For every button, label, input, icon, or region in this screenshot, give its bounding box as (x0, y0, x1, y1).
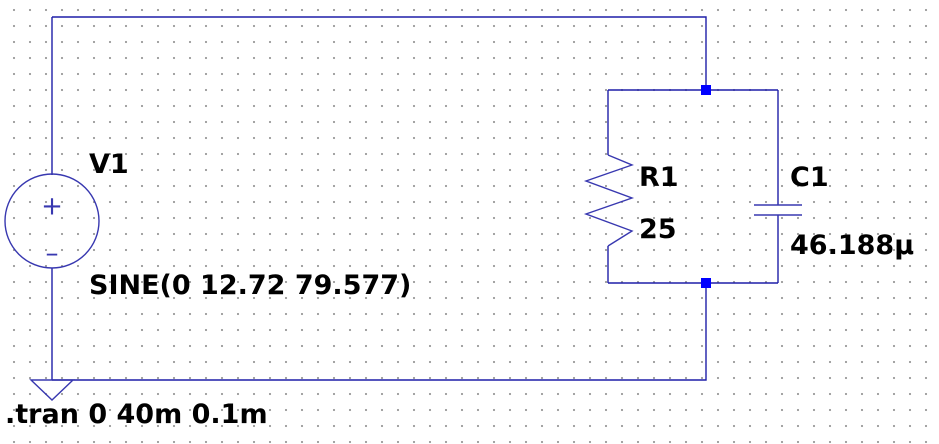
wire-top[interactable] (52, 16, 707, 90)
spice-directive[interactable]: .tran 0 40m 0.1m (5, 399, 268, 430)
wires (51, 16, 779, 381)
capacitor-c1[interactable] (754, 204, 802, 216)
c1-value-label[interactable]: 46.188µ (790, 230, 915, 261)
v1-plus-sign: + (41, 192, 63, 222)
resistor-r1[interactable] (583, 154, 635, 247)
voltage-source-v1[interactable] (4, 173, 100, 269)
junction-top[interactable] (701, 85, 711, 95)
junction-bottom[interactable] (701, 278, 711, 288)
r1-value-label[interactable]: 25 (639, 214, 677, 245)
c1-name-label[interactable]: C1 (790, 162, 829, 193)
v1-minus-sign: – (46, 239, 59, 269)
ground-symbol[interactable] (29, 379, 75, 401)
v1-value-label[interactable]: SINE(0 12.72 79.577) (89, 270, 412, 301)
r1-name-label[interactable]: R1 (639, 162, 679, 193)
wire-bottom[interactable] (52, 283, 707, 381)
v1-name-label[interactable]: V1 (89, 149, 129, 180)
